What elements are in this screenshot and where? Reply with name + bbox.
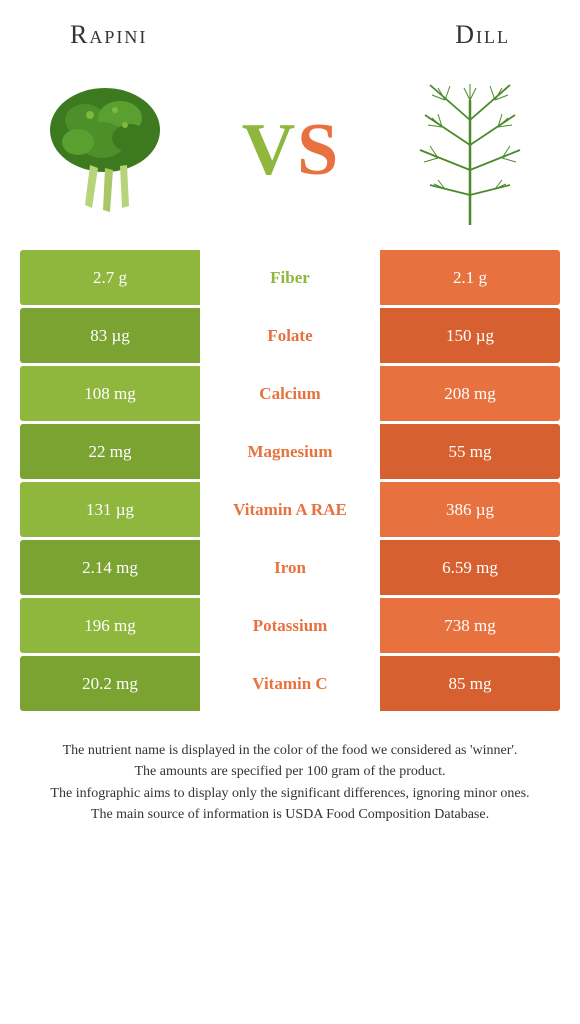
images-row: V S	[0, 60, 580, 250]
left-value: 22 mg	[20, 424, 200, 479]
nutrient-row: 83 µgFolate150 µg	[20, 308, 560, 363]
nutrient-row: 2.14 mgIron6.59 mg	[20, 540, 560, 595]
nutrient-label: Vitamin C	[200, 656, 380, 711]
footer-line-1: The nutrient name is displayed in the co…	[20, 741, 560, 761]
footer-line-2: The amounts are specified per 100 gram o…	[20, 762, 560, 782]
right-value: 85 mg	[380, 656, 560, 711]
left-value: 108 mg	[20, 366, 200, 421]
nutrient-label: Calcium	[200, 366, 380, 421]
left-value: 83 µg	[20, 308, 200, 363]
vs-v-letter: V	[242, 108, 295, 193]
nutrient-row: 108 mgCalcium208 mg	[20, 366, 560, 421]
right-food-title: Dill	[455, 20, 510, 50]
nutrient-label: Vitamin A RAE	[200, 482, 380, 537]
left-food-title: Rapini	[70, 20, 147, 50]
right-value: 150 µg	[380, 308, 560, 363]
nutrient-label: Iron	[200, 540, 380, 595]
left-value: 2.7 g	[20, 250, 200, 305]
header-row: Rapini Dill	[0, 0, 580, 60]
nutrient-label: Fiber	[200, 250, 380, 305]
left-value: 131 µg	[20, 482, 200, 537]
right-value: 55 mg	[380, 424, 560, 479]
vs-label: V S	[242, 108, 339, 193]
right-value: 208 mg	[380, 366, 560, 421]
nutrient-row: 20.2 mgVitamin C85 mg	[20, 656, 560, 711]
footer-line-4: The main source of information is USDA F…	[20, 805, 560, 825]
right-value: 6.59 mg	[380, 540, 560, 595]
nutrient-label: Potassium	[200, 598, 380, 653]
vs-s-letter: S	[297, 108, 338, 193]
right-value: 738 mg	[380, 598, 560, 653]
right-value: 2.1 g	[380, 250, 560, 305]
right-value: 386 µg	[380, 482, 560, 537]
rapini-image	[30, 70, 190, 230]
left-value: 2.14 mg	[20, 540, 200, 595]
footer-notes: The nutrient name is displayed in the co…	[20, 741, 560, 825]
nutrient-row: 131 µgVitamin A RAE386 µg	[20, 482, 560, 537]
dill-image	[390, 70, 550, 230]
nutrient-row: 22 mgMagnesium55 mg	[20, 424, 560, 479]
left-value: 20.2 mg	[20, 656, 200, 711]
footer-line-3: The infographic aims to display only the…	[20, 784, 560, 804]
nutrient-row: 2.7 gFiber2.1 g	[20, 250, 560, 305]
nutrient-row: 196 mgPotassium738 mg	[20, 598, 560, 653]
nutrient-table: 2.7 gFiber2.1 g83 µgFolate150 µg108 mgCa…	[20, 250, 560, 711]
left-value: 196 mg	[20, 598, 200, 653]
nutrient-label: Folate	[200, 308, 380, 363]
nutrient-label: Magnesium	[200, 424, 380, 479]
